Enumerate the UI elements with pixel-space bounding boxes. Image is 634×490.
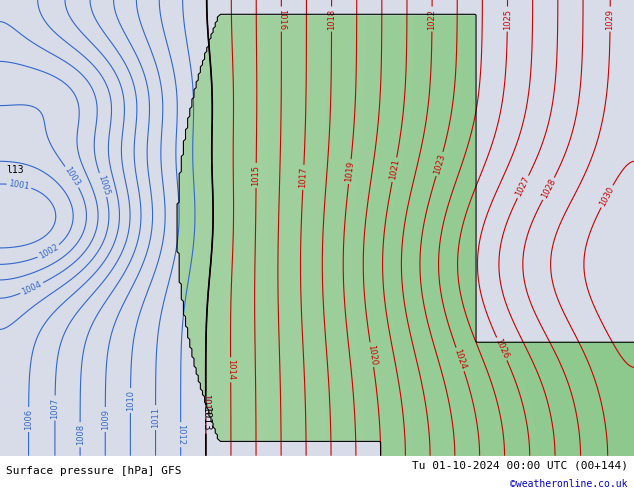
Text: 1026: 1026 xyxy=(493,338,510,361)
Text: 1030: 1030 xyxy=(598,185,616,208)
Text: ©weatheronline.co.uk: ©weatheronline.co.uk xyxy=(510,479,628,489)
Text: 1018: 1018 xyxy=(327,8,336,29)
Text: 1007: 1007 xyxy=(51,397,60,418)
Text: 1013: 1013 xyxy=(201,407,211,432)
Text: 1014: 1014 xyxy=(226,359,235,380)
Text: 1003: 1003 xyxy=(63,166,82,188)
Text: 1013: 1013 xyxy=(201,393,210,415)
Text: 1012: 1012 xyxy=(176,424,185,445)
Text: Surface pressure [hPa] GFS: Surface pressure [hPa] GFS xyxy=(6,466,182,476)
Text: 1004: 1004 xyxy=(20,280,43,297)
Text: 1011: 1011 xyxy=(151,407,160,428)
Text: 1015: 1015 xyxy=(252,165,261,186)
Text: 1021: 1021 xyxy=(388,159,401,181)
Text: 1019: 1019 xyxy=(344,161,356,182)
Text: 1006: 1006 xyxy=(24,409,33,430)
Text: 1001: 1001 xyxy=(8,179,30,192)
Text: 1002: 1002 xyxy=(37,243,60,261)
Text: 1024: 1024 xyxy=(453,348,468,371)
Text: 1028: 1028 xyxy=(540,177,557,200)
Text: 1027: 1027 xyxy=(514,175,532,198)
Text: 1013: 1013 xyxy=(201,393,210,415)
Text: 1017: 1017 xyxy=(299,167,308,188)
Text: Tu 01-10-2024 00:00 UTC (00+144): Tu 01-10-2024 00:00 UTC (00+144) xyxy=(411,460,628,470)
Text: 1008: 1008 xyxy=(75,424,84,445)
Text: 1005: 1005 xyxy=(96,173,110,196)
Text: 1020: 1020 xyxy=(366,343,378,366)
Text: l13: l13 xyxy=(6,165,24,175)
Text: 1029: 1029 xyxy=(605,8,615,29)
Text: 1022: 1022 xyxy=(427,8,437,29)
Text: 1010: 1010 xyxy=(126,390,135,411)
Text: 1025: 1025 xyxy=(503,8,512,29)
Text: 1023: 1023 xyxy=(432,152,447,175)
Text: 1016: 1016 xyxy=(277,8,286,29)
Text: 1009: 1009 xyxy=(101,409,110,430)
